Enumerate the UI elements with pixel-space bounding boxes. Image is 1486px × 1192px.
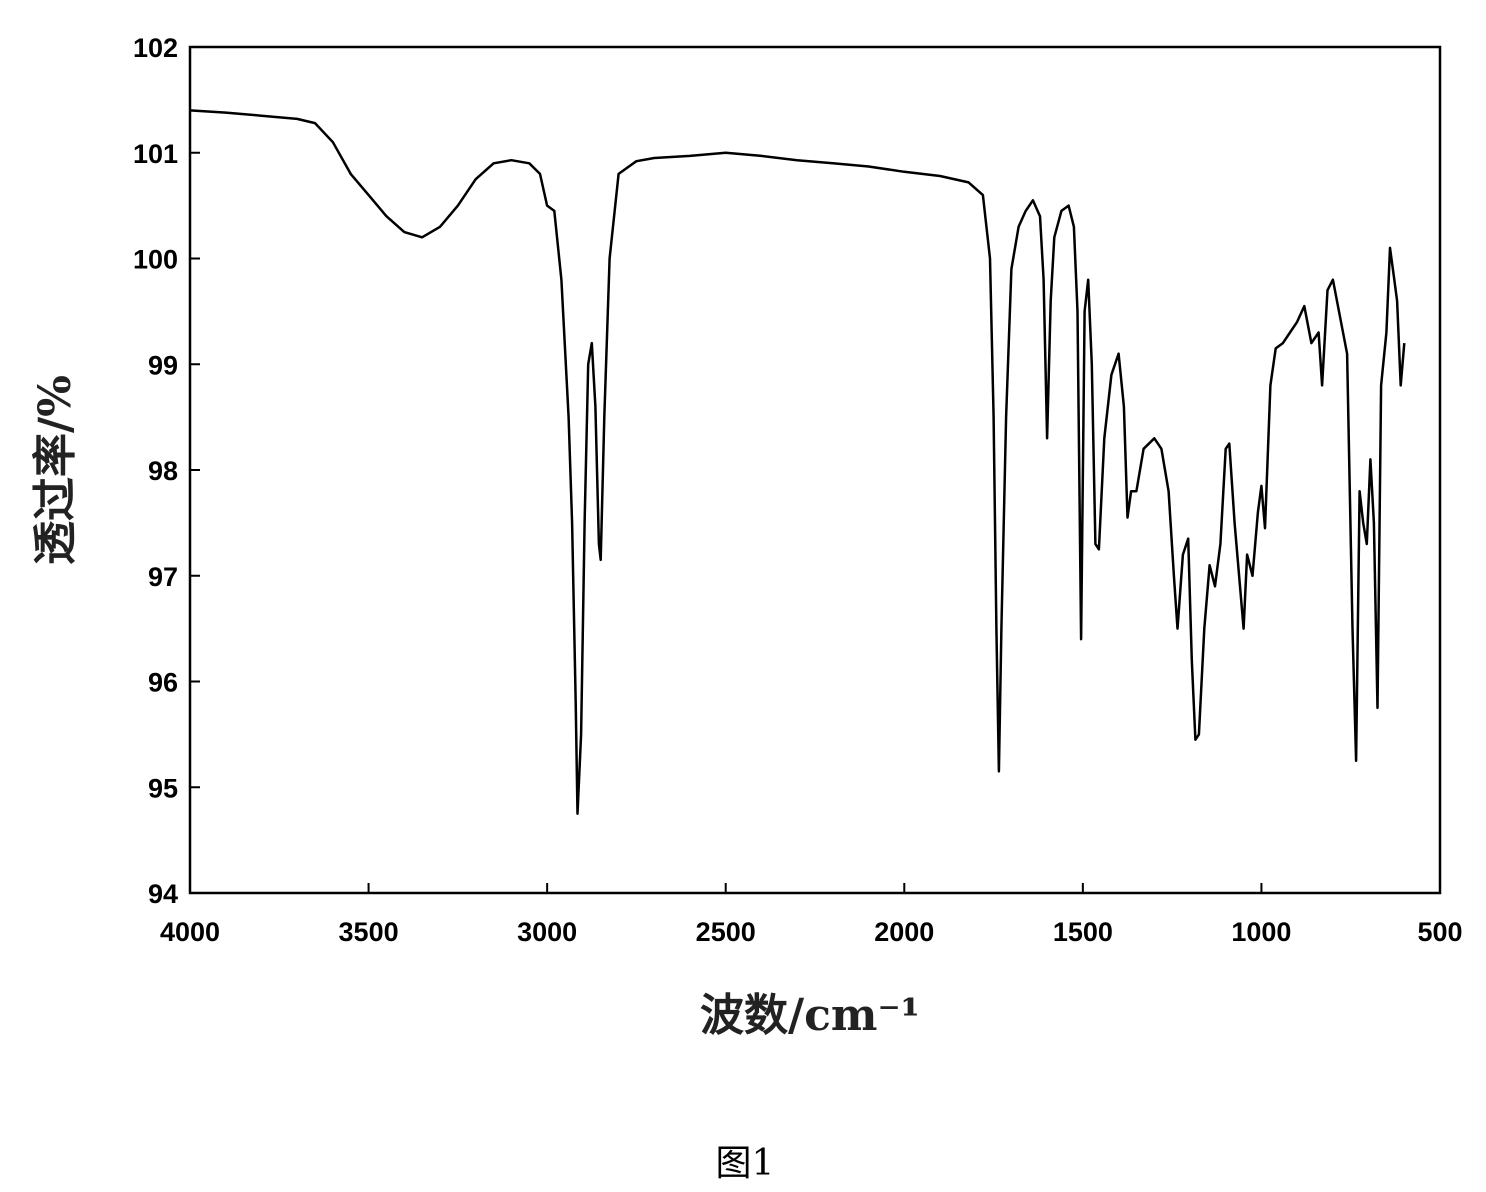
y-tick-label: 101 (133, 139, 178, 169)
y-tick-label: 98 (148, 456, 178, 486)
y-tick-label: 94 (148, 879, 178, 909)
y-tick-label: 100 (133, 245, 178, 275)
y-tick-label: 97 (148, 562, 178, 592)
y-tick-label: 99 (148, 350, 178, 380)
y-tick-label: 102 (133, 33, 178, 63)
x-tick-label: 3000 (517, 917, 577, 947)
x-axis-label: 波数/cm⁻¹ (700, 990, 920, 1041)
x-tick-label: 1000 (1231, 917, 1291, 947)
x-tick-label: 2000 (874, 917, 934, 947)
y-axis-label: 透过率/% (30, 375, 81, 565)
x-tick-label: 3500 (339, 917, 399, 947)
x-tick-label: 500 (1417, 917, 1462, 947)
y-tick-label: 95 (148, 773, 178, 803)
figure-caption: 图1 (716, 1143, 775, 1184)
spectrum-line (189, 109, 1406, 815)
y-tick-label: 96 (148, 668, 178, 698)
x-tick-label: 4000 (160, 917, 220, 947)
x-tick-label: 2500 (696, 917, 756, 947)
plot-frame (188, 45, 1442, 895)
x-tick-label: 1500 (1053, 917, 1113, 947)
